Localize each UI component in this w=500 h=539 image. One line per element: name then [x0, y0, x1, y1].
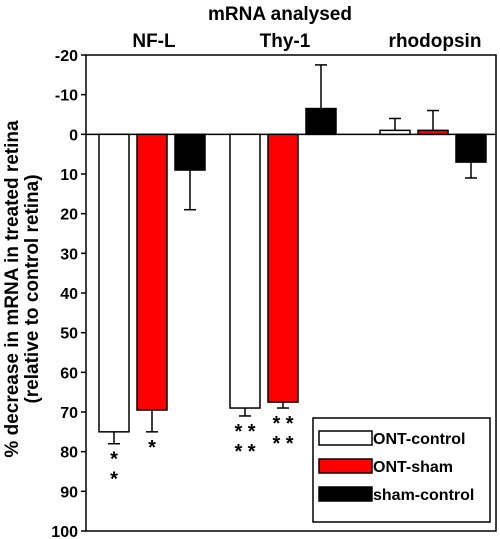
significance-marker: * [110, 449, 118, 471]
significance-marker: * * [234, 441, 255, 463]
y-tick-label: 100 [51, 524, 78, 539]
bar [455, 133, 487, 163]
y-tick-label: 40 [60, 286, 78, 303]
legend-label: ONT-sham [373, 459, 453, 476]
y-tick-label: 30 [60, 246, 78, 263]
y-tick-label: -20 [55, 48, 78, 65]
bar [379, 129, 411, 136]
legend-swatch [318, 430, 373, 446]
plot-area: -20 -10 0 10 20 30 40 50 60 70 80 90 100 NF-L Thy-1 rho… [51, 31, 497, 539]
y-axis-label: % decrease in mRNA in treated retina (re… [2, 120, 43, 458]
bar [267, 133, 299, 403]
y-tick-label: 10 [60, 167, 78, 184]
category-label: NF-L [132, 31, 176, 52]
y-tick-label: -10 [55, 88, 78, 105]
legend-label: ONT-control [373, 431, 465, 448]
significance-marker: * * [272, 413, 293, 435]
bar [229, 133, 261, 409]
y-tick-label: 50 [60, 326, 78, 343]
bar [305, 107, 337, 136]
y-tick-label: 60 [60, 365, 78, 382]
y-axis-label-line1: % decrease in mRNA in treated retina [2, 120, 23, 458]
bar [174, 133, 206, 171]
legend: ONT-control ONT-sham sham-control [312, 417, 491, 523]
legend-label: sham-control [373, 487, 474, 504]
bar [98, 133, 130, 433]
y-tick-label: 90 [60, 484, 78, 501]
legend-swatch [318, 486, 373, 502]
legend-swatch [318, 458, 373, 474]
y-tick-label: 0 [69, 127, 78, 144]
significance-marker: * * [272, 433, 293, 455]
y-tick-label: 80 [60, 445, 78, 462]
significance-marker: * [148, 437, 156, 459]
bar [136, 133, 168, 411]
category-label: Thy-1 [260, 31, 311, 52]
y-tick-label: 20 [60, 207, 78, 224]
y-tick-label: 70 [60, 405, 78, 422]
significance-marker: * * [234, 421, 255, 443]
significance-marker: * [110, 469, 118, 491]
bar [417, 129, 449, 136]
chart-title: mRNA analysed [208, 4, 352, 25]
category-label: rhodopsin [389, 31, 482, 52]
y-axis-label-line2: (relative to control retina) [22, 174, 43, 403]
